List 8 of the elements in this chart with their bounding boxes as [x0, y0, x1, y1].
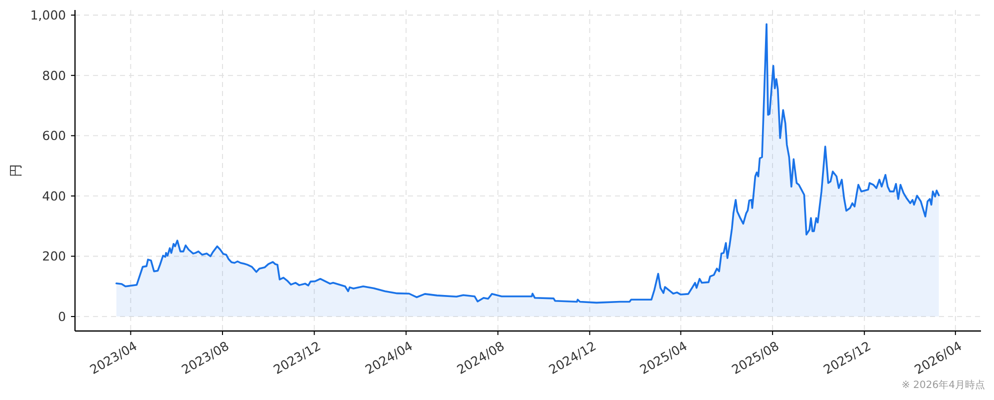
- y-tick-label: 400: [42, 188, 66, 204]
- y-tick-label: 0: [58, 308, 66, 324]
- y-tick-label: 1,000: [30, 8, 66, 22]
- text: ※ 2026年4月時点: [902, 379, 985, 391]
- y-tick-label: 600: [42, 128, 66, 144]
- y-axis-title: 円: [9, 164, 24, 177]
- y-tick-label: 200: [42, 248, 66, 264]
- y-tick-label: 800: [42, 68, 66, 83]
